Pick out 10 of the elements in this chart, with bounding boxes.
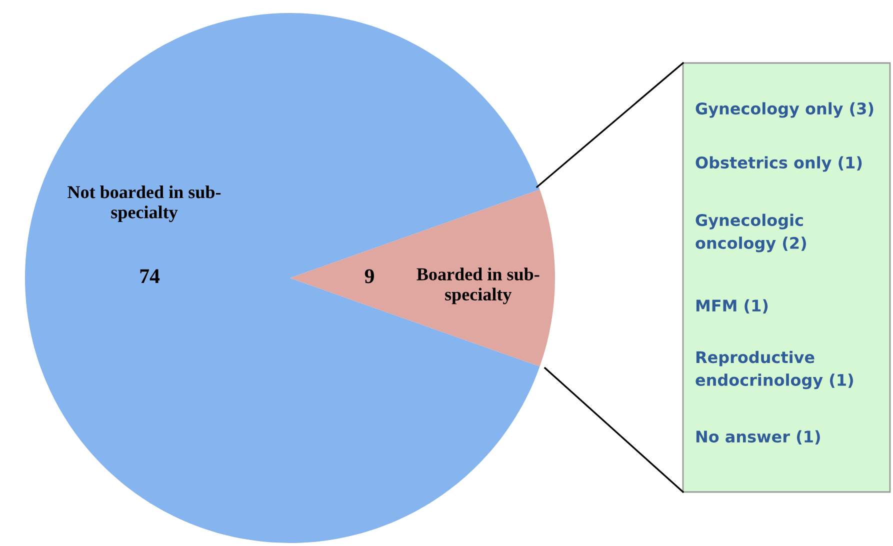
slice-label: Not boarded in sub- specialty — [68, 186, 221, 222]
text: Gynecology only (3) — [696, 102, 874, 118]
text: No answer (1) — [696, 430, 820, 445]
text: MFM (1) — [696, 299, 768, 314]
data-label: 9 — [364, 269, 374, 284]
text: Gynecologic oncology (2) — [696, 214, 806, 252]
text: Obstetrics only (1) — [696, 156, 862, 172]
slice-label: Boarded in sub- specialty — [416, 268, 540, 304]
text: Reproductive endocrinology (1) — [696, 350, 853, 390]
data-label: 74 — [140, 269, 160, 284]
